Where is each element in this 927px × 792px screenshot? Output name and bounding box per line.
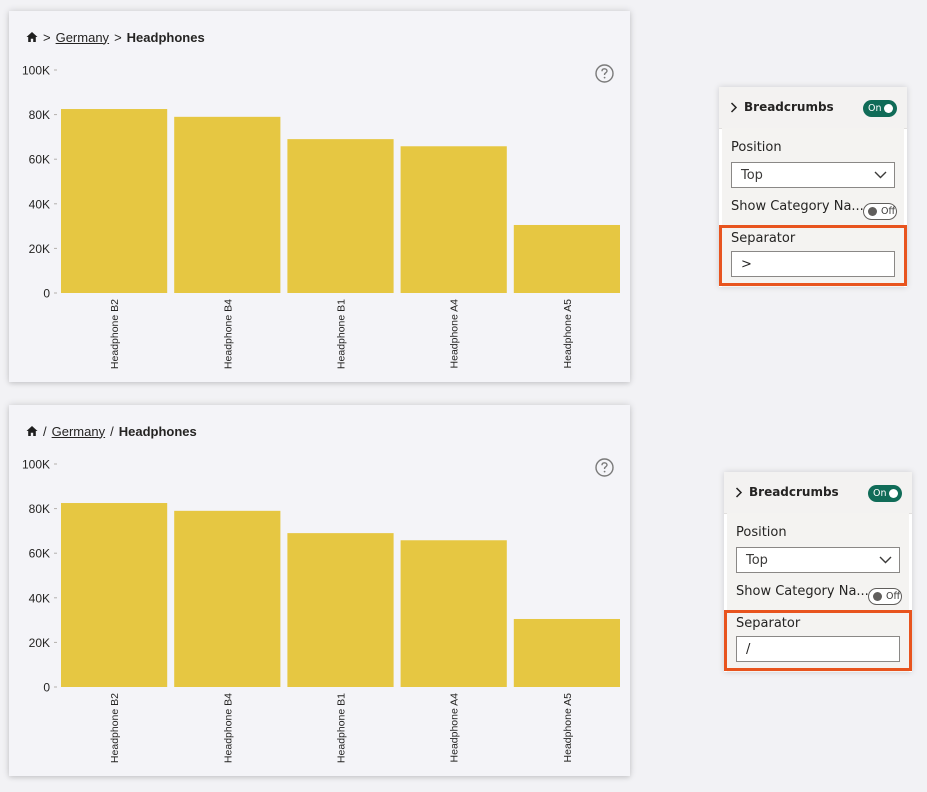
separator-input[interactable] [736, 636, 900, 662]
y-tick-label: 40K [29, 591, 50, 605]
position-label: Position [736, 525, 787, 540]
breadcrumb-link-germany[interactable]: Germany [51, 423, 106, 439]
bar-chart: 0 20K 40K 60K 80K 100K Headphone B2 Headphone B… [22, 458, 620, 763]
x-tick-label: Headphone B2 [109, 693, 121, 763]
pane-title: Breadcrumbs [744, 100, 834, 114]
breadcrumbs-toggle[interactable]: On [868, 485, 902, 502]
bar[interactable] [400, 146, 507, 293]
x-tick-label: Headphone A5 [562, 299, 574, 369]
x-tick-label: Headphone B4 [222, 693, 234, 763]
y-tick-label: 100K [22, 64, 50, 78]
breadcrumbs-format-pane: Breadcrumbs On Position Top Show Categor… [719, 87, 907, 287]
position-value: Top [746, 553, 768, 568]
position-value: Top [741, 168, 763, 183]
breadcrumb-current: Headphones [118, 423, 197, 439]
y-tick-label: 80K [29, 502, 50, 516]
x-tick-label: Headphone B1 [336, 299, 348, 369]
breadcrumbs-format-pane: Breadcrumbs On Position Top Show Categor… [724, 472, 912, 672]
y-tick-label: 60K [29, 153, 50, 167]
home-icon[interactable] [26, 31, 38, 43]
help-icon[interactable] [595, 64, 614, 83]
bar[interactable] [400, 540, 507, 687]
separator-label: Separator [731, 231, 796, 246]
show-category-name-toggle[interactable]: Off [868, 588, 902, 605]
breadcrumb-current: Headphones [126, 29, 205, 45]
toggle-knob [889, 489, 898, 498]
bar[interactable] [513, 618, 620, 687]
y-tick-label: 0 [43, 287, 50, 301]
position-dropdown[interactable]: Top [736, 547, 900, 573]
toggle-label: On [873, 488, 887, 499]
toggle-label: On [868, 103, 882, 114]
breadcrumbs-card-header[interactable]: Breadcrumbs On [719, 87, 907, 129]
toggle-knob [868, 207, 877, 216]
breadcrumbs-toggle[interactable]: On [863, 100, 897, 117]
toggle-label: Off [881, 206, 896, 217]
bar[interactable] [174, 510, 281, 687]
position-label: Position [731, 140, 782, 155]
y-tick-label: 40K [29, 197, 50, 211]
x-tick-label: Headphone B4 [222, 299, 234, 369]
breadcrumb: > Germany > Headphones [26, 28, 205, 46]
x-tick-label: Headphone A5 [562, 693, 574, 763]
y-tick-label: 20K [29, 242, 50, 256]
separator-label: Separator [736, 616, 801, 631]
y-tick-label: 100K [22, 458, 50, 472]
bar[interactable] [174, 116, 281, 293]
x-tick-label: Headphone A4 [449, 693, 461, 763]
bar[interactable] [513, 224, 620, 293]
separator-input[interactable] [731, 251, 895, 277]
breadcrumb-separator: / [43, 423, 47, 439]
help-icon[interactable] [595, 458, 614, 477]
breadcrumb-separator: > [114, 29, 122, 45]
x-tick-label: Headphone A4 [449, 299, 461, 369]
y-tick-label: 60K [29, 547, 50, 561]
x-tick-label: Headphone B2 [109, 299, 121, 369]
breadcrumb-separator: > [43, 29, 51, 45]
bar-chart-visual[interactable]: > Germany > Headphones 0 20K 40K 60K 80K 100K… [9, 11, 630, 382]
y-tick-label: 80K [29, 108, 50, 122]
show-category-name-toggle[interactable]: Off [863, 203, 897, 220]
bar[interactable] [61, 109, 168, 294]
home-icon[interactable] [26, 425, 38, 437]
chevron-down-icon [874, 171, 887, 179]
breadcrumbs-card-header[interactable]: Breadcrumbs On [724, 472, 912, 514]
x-tick-label: Headphone B1 [336, 693, 348, 763]
bar[interactable] [287, 139, 394, 293]
bar-chart-visual[interactable]: / Germany / Headphones 0 20K 40K 60K 80K 100K… [9, 405, 630, 776]
chevron-down-icon [879, 556, 892, 564]
bar[interactable] [61, 503, 168, 687]
pane-title: Breadcrumbs [749, 485, 839, 499]
bar[interactable] [287, 533, 394, 687]
show-category-name-label: Show Category Na... [736, 584, 869, 599]
breadcrumb-link-germany[interactable]: Germany [55, 29, 110, 45]
breadcrumb-separator: / [110, 423, 114, 439]
show-category-name-label: Show Category Na... [731, 199, 864, 214]
y-tick-label: 0 [43, 681, 50, 695]
breadcrumb: / Germany / Headphones [26, 422, 197, 440]
toggle-label: Off [886, 591, 901, 602]
bar-chart: 0 20K 40K 60K 80K 100K Headphone B2 Headphone B… [22, 64, 620, 369]
y-tick-label: 20K [29, 636, 50, 650]
chevron-right-icon [735, 487, 743, 498]
chevron-right-icon [730, 102, 738, 113]
position-dropdown[interactable]: Top [731, 162, 895, 188]
toggle-knob [884, 104, 893, 113]
toggle-knob [873, 592, 882, 601]
